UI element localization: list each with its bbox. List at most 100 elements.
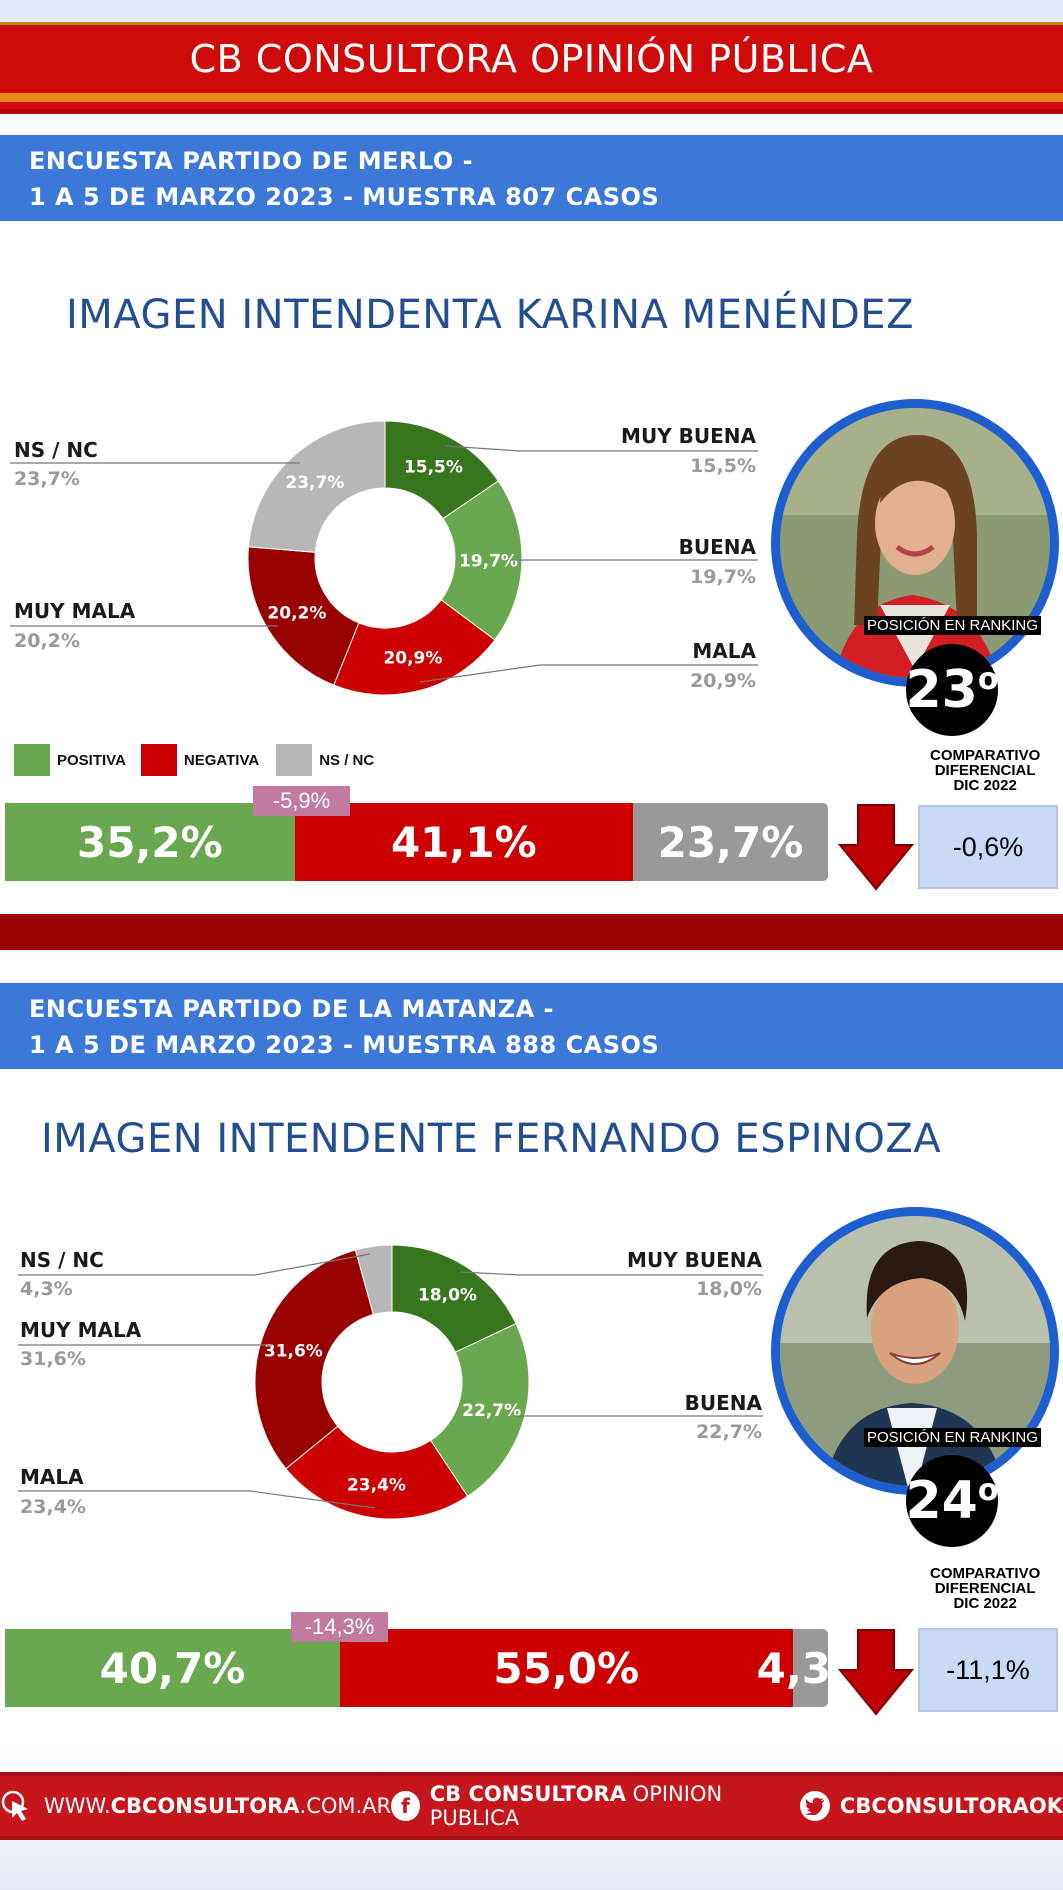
donut-chart-menendez: 15,5%19,7%20,9%20,2%23,7% NS / NC 23,7% … bbox=[10, 420, 758, 696]
portrait-karina-menendez bbox=[771, 399, 1059, 687]
leader-line bbox=[445, 445, 758, 452]
legend-swatch-nsnc bbox=[276, 744, 313, 776]
donut-menendez-slice-label: 15,5% bbox=[404, 458, 463, 478]
leader-line bbox=[18, 1253, 371, 1276]
bar-menendez-segment-label: 35,2% bbox=[76, 817, 223, 867]
survey-line-1: ENCUESTA PARTIDO DE MERLO - bbox=[29, 147, 474, 175]
survey-info-merlo: ENCUESTA PARTIDO DE MERLO - 1 A 5 DE MAR… bbox=[0, 135, 1063, 221]
comparativo-label: COMPARATIVO DIFERENCIAL DIC 2022 bbox=[930, 1566, 1040, 1611]
leader-line bbox=[419, 664, 758, 683]
facebook-bold: CB CONSULTORA bbox=[429, 1782, 626, 1806]
comparativo-line-1: COMPARATIVO bbox=[930, 1565, 1041, 1582]
donut-menendez-slice-label: 23,7% bbox=[285, 473, 344, 493]
bar-espinoza-segment-negativa: 55,0% bbox=[339, 1629, 793, 1707]
label-buena: BUENA bbox=[679, 535, 757, 559]
donut-espinoza-slice-muy-mala bbox=[254, 1249, 374, 1470]
label-ns-nc: NS / NC bbox=[14, 438, 98, 462]
comparativo-value-box: -0,6% bbox=[918, 805, 1058, 889]
bar-menendez-segment-negativa: 41,1% bbox=[294, 803, 633, 881]
ranking-ordinal: o bbox=[977, 661, 999, 697]
label-ns-nc: NS / NC bbox=[20, 1248, 104, 1272]
twitter-bird-glyph bbox=[804, 1797, 824, 1815]
web-suffix: .COM.AR bbox=[299, 1794, 392, 1818]
legend-swatch-negativa bbox=[140, 744, 177, 776]
comparativo-line-3: DIC 2022 bbox=[953, 777, 1017, 794]
donut-menendez-slice-mala bbox=[333, 599, 496, 696]
twitter-icon bbox=[799, 1791, 830, 1821]
value-buena: 22,7% bbox=[696, 1421, 762, 1443]
donut-menendez-slice-label: 19,7% bbox=[459, 551, 518, 571]
value-ns-nc: 23,7% bbox=[14, 468, 80, 490]
donut-menendez-slice-label: 20,9% bbox=[383, 649, 442, 669]
footer-website-link[interactable]: WWW.CBCONSULTORA.COM.AR bbox=[0, 1789, 391, 1823]
bar-menendez-segment-ns-nc: 23,7% bbox=[632, 803, 828, 881]
value-muy-buena: 15,5% bbox=[690, 455, 756, 477]
footer-website: WWW.CBCONSULTORA.COM.AR bbox=[44, 1794, 391, 1818]
bar-espinoza-segment-ns-nc: 4,3% bbox=[757, 1629, 873, 1707]
footer-twitter-link[interactable]: CBCONSULTORAOK bbox=[799, 1791, 1063, 1821]
diferencial-badge: -5,9% bbox=[253, 786, 350, 816]
footer-bar: WWW.CBCONSULTORA.COM.AR f CB CONSULTORA … bbox=[0, 1772, 1063, 1840]
donut-espinoza-slice-ns-nc bbox=[354, 1244, 393, 1316]
donut-espinoza-slice-buena bbox=[429, 1323, 530, 1497]
bar-espinoza-segment-positiva: 40,7% bbox=[5, 1629, 340, 1707]
value-ns-nc: 4,3% bbox=[20, 1278, 73, 1300]
footer-facebook-link[interactable]: f CB CONSULTORA OPINION PUBLICA bbox=[391, 1782, 800, 1830]
donut-menendez-slice-muy-mala bbox=[247, 546, 360, 686]
value-muy-mala: 31,6% bbox=[20, 1348, 86, 1370]
comparativo-value-box: -11,1% bbox=[918, 1628, 1058, 1712]
bar-menendez-segment-positiva: 35,2% bbox=[5, 803, 295, 881]
web-prefix: WWW. bbox=[44, 1794, 111, 1818]
value-muy-mala: 20,2% bbox=[14, 630, 80, 652]
comparativo-label: COMPARATIVO DIFERENCIAL DIC 2022 bbox=[930, 748, 1040, 793]
facebook-rest: OPINION PUBLICA bbox=[429, 1782, 723, 1830]
donut-espinoza-slice-label: 31,6% bbox=[264, 1342, 323, 1362]
leader-line bbox=[18, 1490, 376, 1509]
comparativo-line-3: DIC 2022 bbox=[953, 1595, 1017, 1612]
donut-espinoza-slice-mala bbox=[285, 1425, 469, 1520]
stacked-bar-espinoza: 40,7% 55,0% 4,3% bbox=[5, 1629, 873, 1707]
bar-espinoza-segment-label: 40,7% bbox=[99, 1643, 246, 1693]
label-mala: MALA bbox=[692, 639, 756, 663]
facebook-icon: f bbox=[391, 1791, 420, 1821]
bar-menendez-segment-label: 23,7% bbox=[657, 817, 804, 867]
label-muy-buena: MUY BUENA bbox=[627, 1248, 762, 1272]
donut-menendez-slice-label: 20,2% bbox=[267, 603, 326, 623]
comparativo-line-2: DIFERENCIAL bbox=[934, 762, 1036, 779]
donut-espinoza-slice-label: 22,7% bbox=[462, 1401, 521, 1421]
survey-line-2: 1 A 5 DE MARZO 2023 - MUESTRA 888 CASOS bbox=[29, 1031, 660, 1059]
ranking-badge: 24 o bbox=[905, 1455, 999, 1547]
ranking-label: POSICIÓN EN RANKING bbox=[864, 616, 1041, 635]
web-bold: CBCONSULTORA bbox=[110, 1794, 300, 1818]
section-divider bbox=[0, 914, 1063, 950]
survey-info-la-matanza: ENCUESTA PARTIDO DE LA MATANZA - 1 A 5 D… bbox=[0, 983, 1063, 1069]
down-arrow-icon bbox=[837, 1629, 915, 1716]
leader-line bbox=[459, 1271, 763, 1276]
value-buena: 19,7% bbox=[690, 566, 756, 588]
donut-chart-espinoza: 18,0% 22,7% 23,4% 31,6% NS / NC 4,3% MUY MA… bbox=[18, 1244, 763, 1520]
value-mala: 20,9% bbox=[690, 670, 756, 692]
legend-label-nsnc: NS / NC bbox=[319, 751, 375, 769]
chart-title-espinoza: IMAGEN INTENDENTE FERNANDO ESPINOZA bbox=[41, 1116, 942, 1162]
legend-label-positiva: POSITIVA bbox=[57, 751, 126, 769]
comparativo-line-2: DIFERENCIAL bbox=[934, 1580, 1036, 1597]
ranking-number: 24 bbox=[905, 1471, 978, 1531]
footer-facebook: CB CONSULTORA OPINION PUBLICA bbox=[430, 1782, 800, 1830]
label-muy-buena: MUY BUENA bbox=[621, 424, 756, 448]
legend: POSITIVA NEGATIVA NS / NC bbox=[14, 744, 374, 776]
donut-espinoza-slice-label: 23,4% bbox=[347, 1475, 406, 1495]
stacked-bar-menendez: 35,2% 41,1% 23,7% bbox=[5, 803, 828, 881]
brand-title: CB CONSULTORA OPINIÓN PÚBLICA bbox=[189, 37, 874, 81]
survey-line-2: 1 A 5 DE MARZO 2023 - MUESTRA 807 CASOS bbox=[29, 183, 660, 211]
label-muy-mala: MUY MALA bbox=[20, 1318, 142, 1342]
cursor-click-icon bbox=[1, 1790, 28, 1821]
value-muy-buena: 18,0% bbox=[696, 1278, 762, 1300]
chart-title-menendez: IMAGEN INTENDENTA KARINA MENÉNDEZ bbox=[66, 292, 914, 338]
value-mala: 23,4% bbox=[20, 1496, 86, 1518]
ranking-number: 23 bbox=[905, 660, 978, 720]
header-stripe bbox=[0, 93, 1063, 102]
ranking-badge: 23 o bbox=[905, 644, 999, 736]
donut-menendez-slice-ns-nc bbox=[247, 420, 386, 553]
donut-espinoza-slice-label: 18,0% bbox=[418, 1286, 477, 1306]
diferencial-badge: -14,3% bbox=[291, 1612, 388, 1642]
